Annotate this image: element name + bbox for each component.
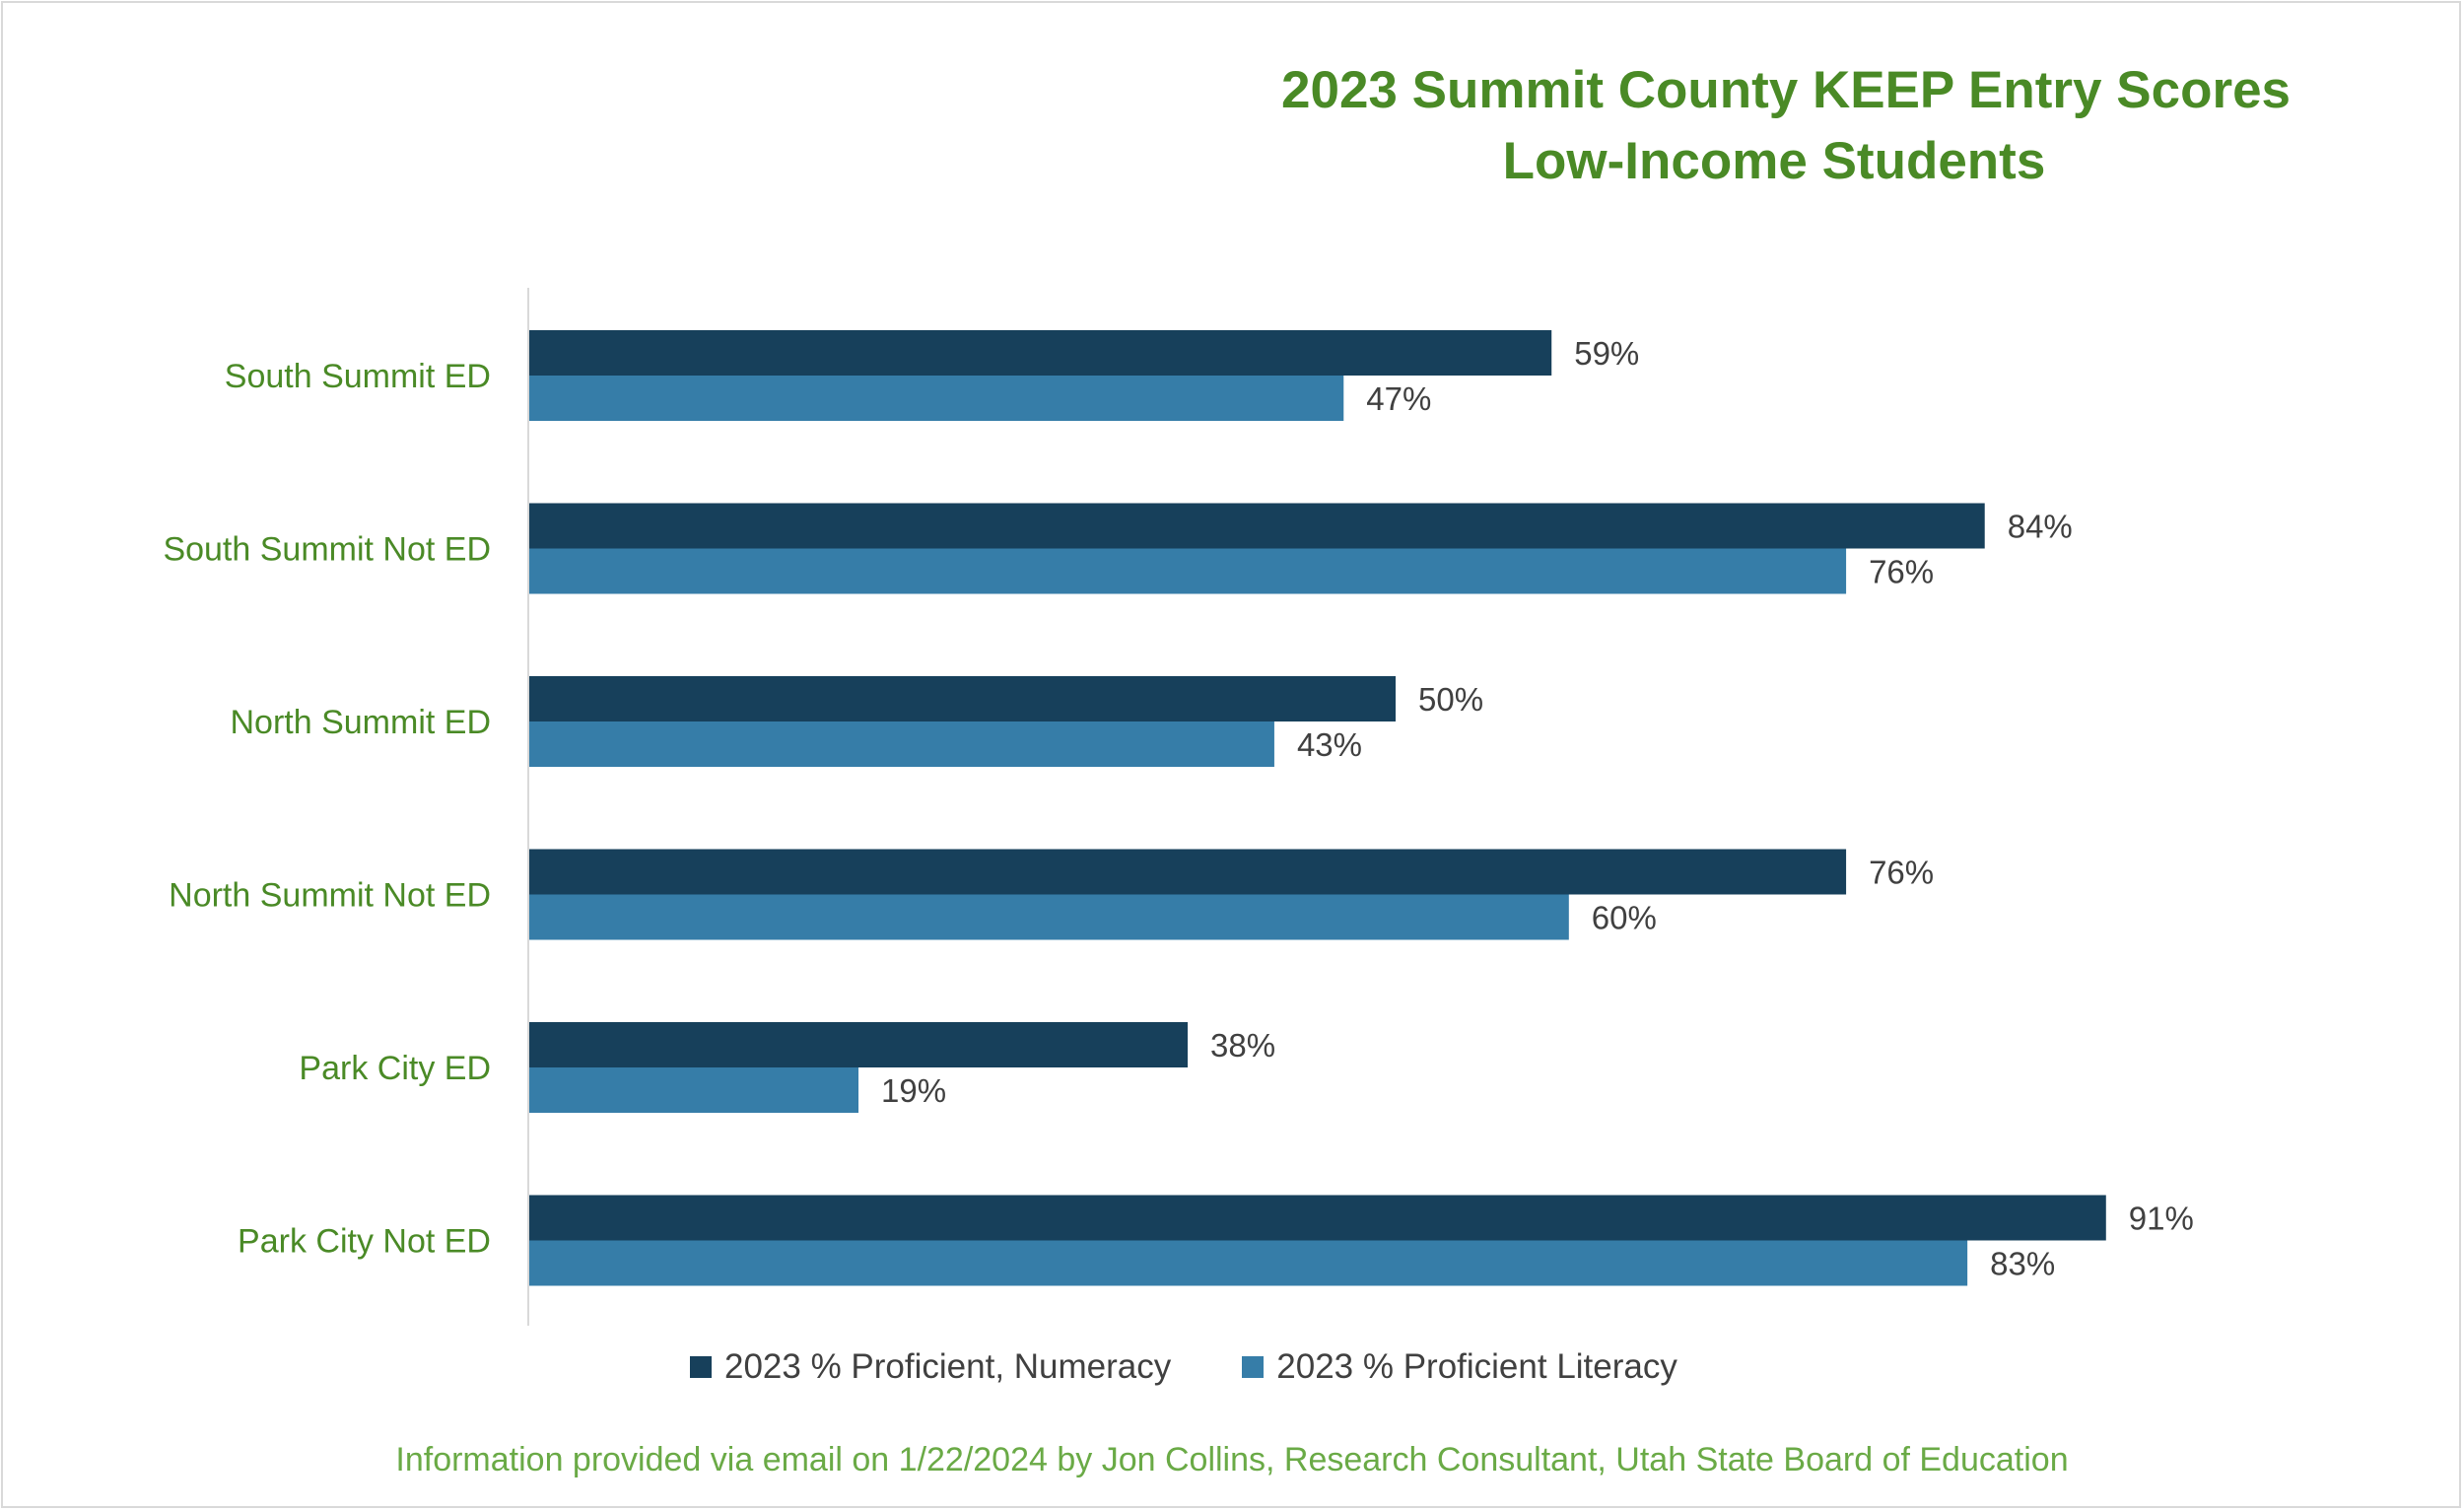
data-label: 76% [1869, 855, 1934, 891]
legend-swatch-numeracy [690, 1356, 712, 1378]
bar-numeracy [529, 1195, 2106, 1241]
legend-label-numeracy: 2023 % Proficient, Numeracy [724, 1347, 1172, 1386]
chart-title-block: 2023 Summit County KEEP Entry Scores Low… [1281, 55, 2292, 197]
bar-numeracy [529, 676, 1396, 721]
category-label: Park City ED [299, 1050, 491, 1087]
data-label: 47% [1366, 380, 1431, 417]
chart-legend: 2023 % Proficient, Numeracy 2023 % Profi… [690, 1342, 1748, 1392]
bar-numeracy [529, 330, 1552, 376]
data-label: 84% [2008, 509, 2073, 545]
data-label: 76% [1869, 554, 1934, 590]
bar-numeracy [529, 503, 1985, 549]
bar-literacy [529, 721, 1274, 767]
chart-subtitle: Low-Income Students [1502, 132, 2046, 190]
legend-swatch-literacy [1242, 1356, 1265, 1378]
legend-item-literacy: 2023 % Proficient Literacy [1242, 1347, 1677, 1387]
data-label: 91% [2129, 1201, 2194, 1237]
data-label: 60% [1592, 900, 1657, 936]
bar-literacy [529, 548, 1847, 594]
legend-label-literacy: 2023 % Proficient Literacy [1276, 1347, 1677, 1386]
bar-literacy [529, 1240, 1968, 1286]
data-label: 83% [1990, 1246, 2055, 1282]
bar-literacy [529, 376, 1344, 421]
bar-literacy [529, 894, 1569, 940]
category-label: South Summit Not ED [163, 531, 491, 569]
bar-literacy [529, 1067, 859, 1113]
category-label: North Summit Not ED [169, 877, 491, 915]
bar-numeracy [529, 1022, 1189, 1067]
category-label: South Summit ED [225, 358, 491, 395]
chart-title: 2023 Summit County KEEP Entry Scores [1281, 61, 2292, 119]
legend-item-numeracy: 2023 % Proficient, Numeracy [690, 1347, 1171, 1387]
bar-numeracy [529, 849, 1847, 895]
data-label: 19% [881, 1072, 946, 1109]
data-label: 50% [1418, 681, 1483, 718]
data-label: 59% [1574, 335, 1639, 372]
category-label: Park City Not ED [238, 1223, 491, 1261]
source-note: Information provided via email on 1/22/2… [395, 1441, 2069, 1478]
category-label: North Summit ED [231, 704, 492, 741]
data-label: 38% [1210, 1027, 1275, 1064]
data-label: 43% [1297, 726, 1362, 763]
